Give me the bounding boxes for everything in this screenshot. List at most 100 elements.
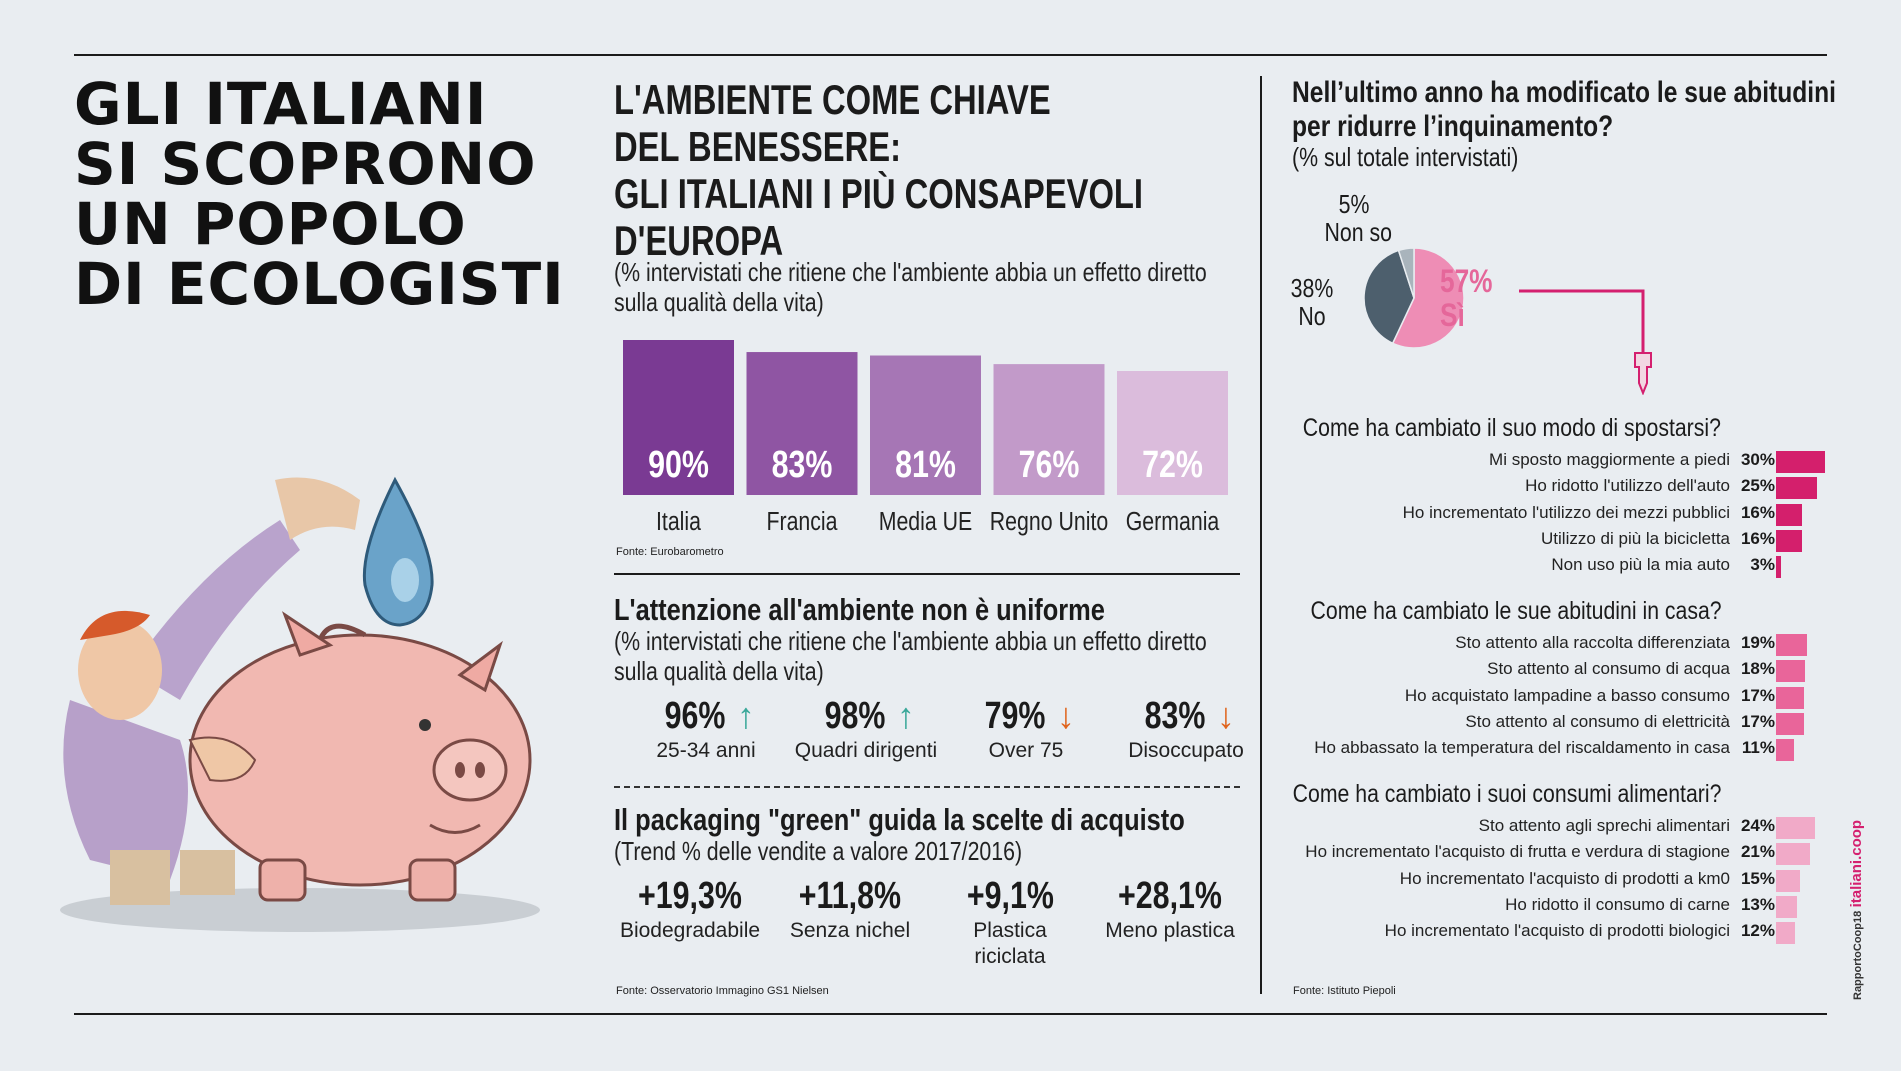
- packaging-biodegradabile: +19,3% Biodegradabile: [610, 875, 770, 944]
- arrow-up-icon: ↑: [737, 695, 756, 736]
- stat-label: Plastica riciclata: [973, 919, 1047, 968]
- bar-value-label: 83%: [772, 444, 833, 486]
- q3-title: Come ha cambiato i suoi consumi alimenta…: [1292, 780, 1721, 808]
- bar-category-label: Germania: [1126, 507, 1220, 537]
- right-question: Nell’ultimo anno ha modificato le sue ab…: [1292, 76, 1836, 143]
- bar-media-ue: [870, 355, 981, 495]
- pie-label-no: 38% No: [1290, 273, 1334, 331]
- arrow-up-icon: ↑: [897, 695, 916, 736]
- stat-25-34: 96% ↑ 25-34 anni: [626, 695, 786, 764]
- answer-row: Non uso più la mia auto 3%: [1200, 555, 1840, 579]
- answer-percent: 30%: [1740, 450, 1775, 469]
- answer-row: Ho incrementato l'acquisto di frutta e v…: [1200, 842, 1840, 866]
- answer-bar: [1776, 817, 1815, 839]
- pie-label-nonso: 5% Non so: [1324, 189, 1393, 247]
- answer-label: Ho ridotto l'utilizzo dell'auto: [1525, 476, 1730, 496]
- stat-label: 25-34 anni: [656, 739, 756, 762]
- answer-bar: [1776, 634, 1807, 656]
- arrow-down-icon: ↓: [1057, 695, 1076, 736]
- answer-label: Mi sposto maggiormente a piedi: [1489, 450, 1730, 469]
- answer-label: Ho incrementato l'acquisto di frutta e v…: [1305, 842, 1730, 862]
- stat-value: 96%: [664, 695, 726, 737]
- bar-regno-unito: [993, 364, 1105, 495]
- section3-title: Il packaging "green" guida la scelte di …: [614, 802, 1185, 837]
- answer-label: Sto attento agli sprechi alimentari: [1478, 816, 1730, 835]
- answer-label: Ho ridotto il consumo di carne: [1505, 894, 1730, 914]
- answer-bar: [1776, 686, 1804, 709]
- answer-row: Ho ridotto l'utilizzo dell'auto 25%: [1200, 476, 1840, 500]
- packaging-plastica-riciclata: +9,1% Plastica riciclata: [930, 875, 1090, 970]
- bar-category-label: Francia: [766, 507, 838, 537]
- answer-percent: 15%: [1740, 868, 1775, 888]
- answer-label: Sto attento al consumo di elettricità: [1465, 711, 1730, 731]
- answer-percent: 16%: [1740, 502, 1775, 522]
- answer-bar: [1776, 922, 1796, 945]
- pie-label-si: 57% Sì: [1440, 263, 1493, 333]
- answer-row: Ho incrementato l'acquisto di prodotti b…: [1200, 921, 1840, 945]
- answer-bar: [1776, 712, 1804, 735]
- top-rule: [74, 54, 1827, 56]
- answer-bar: [1776, 556, 1781, 579]
- answer-row: Ho abbassato la temperatura del riscalda…: [1200, 738, 1840, 762]
- answer-row: Sto attento al consumo di elettricità 17%: [1200, 712, 1840, 736]
- pie-slice-nonso: [1397, 248, 1415, 299]
- bar-category-label: Italia: [656, 507, 702, 537]
- answer-bar: [1776, 503, 1802, 526]
- stat-value: +9,1%: [966, 875, 1054, 917]
- answer-row: Sto attento alla raccolta differenziata 1…: [1200, 633, 1840, 657]
- bar-value-label: 72%: [1142, 444, 1203, 486]
- stat-over75: 79% ↓ Over 75: [946, 695, 1106, 764]
- pie-slice-si: [1391, 248, 1465, 349]
- answer-percent: 13%: [1740, 894, 1775, 914]
- side-credit: RapportoCoop18 italiani.coop: [1848, 819, 1865, 1000]
- main-title: GLI ITALIANI SI SCOPRONO UN POPOLO DI EC…: [74, 70, 565, 318]
- section-divider: [614, 573, 1240, 575]
- answer-row: Ho incrementato l'utilizzo dei mezzi pub…: [1200, 503, 1840, 527]
- right-source: Fonte: Istituto Piepoli: [1293, 985, 1396, 997]
- answer-percent: 17%: [1740, 711, 1775, 731]
- answer-row: Ho ridotto il consumo di carne 13%: [1200, 895, 1840, 919]
- answer-row: Ho acquistato lampadine a basso consumo 1…: [1200, 686, 1840, 710]
- section2-title: L'attenzione all'ambiente non è uniforme: [614, 592, 1105, 627]
- answer-percent: 16%: [1740, 528, 1775, 548]
- stat-quadri: 98% ↑ Quadri dirigenti: [786, 695, 946, 764]
- section1-title: L'AMBIENTE COME CHIAVE DEL BENESSERE: GL…: [614, 76, 1144, 264]
- stat-label: Quadri dirigenti: [794, 739, 938, 762]
- bottom-rule: [74, 1013, 1827, 1015]
- stat-label: Biodegradabile: [619, 919, 761, 942]
- packaging-meno-plastica: +28,1% Meno plastica: [1090, 875, 1250, 944]
- stat-value: 98%: [824, 695, 886, 737]
- section3-subtitle: (Trend % delle vendite a valore 2017/201…: [614, 836, 1023, 866]
- q2-title: Come ha cambiato le sue abitudini in cas…: [1310, 597, 1722, 625]
- pointer-connector: [1519, 289, 1652, 395]
- answer-percent: 21%: [1740, 842, 1775, 862]
- answer-label: Sto attento al consumo di acqua: [1487, 659, 1730, 679]
- pie-chart: [1364, 248, 1465, 349]
- answer-bar: [1776, 739, 1794, 762]
- packaging-senza-nichel: +11,8% Senza nichel: [770, 875, 930, 944]
- bar-category-label: Media UE: [879, 507, 973, 537]
- answer-percent: 12%: [1740, 921, 1775, 941]
- stat-value: 79%: [984, 695, 1046, 737]
- answer-percent: 11%: [1741, 738, 1775, 758]
- bar-value-label: 90%: [648, 444, 709, 486]
- stat-label: Over 75: [988, 739, 1064, 762]
- answer-label: Sto attento alla raccolta differenziata: [1455, 633, 1730, 652]
- bar-germania: [1117, 371, 1228, 495]
- stat-value: +19,3%: [638, 875, 742, 917]
- answer-bar: [1776, 660, 1806, 683]
- stat-label: Senza nichel: [789, 919, 911, 942]
- answer-bar: [1776, 869, 1801, 892]
- answer-label: Ho acquistato lampadine a basso consumo: [1404, 685, 1730, 705]
- stat-label: Meno plastica: [1105, 919, 1235, 942]
- answer-percent: 18%: [1740, 659, 1775, 679]
- arrow-down-icon: ↓: [1217, 695, 1236, 736]
- answer-percent: 25%: [1740, 476, 1775, 496]
- answer-bar: [1776, 477, 1817, 500]
- section2-subtitle: (% intervistati che ritiene che l'ambien…: [614, 626, 1207, 686]
- stat-value: +11,8%: [798, 875, 902, 917]
- answer-label: Ho incrementato l'acquisto di prodotti b…: [1384, 921, 1730, 941]
- bar-value-label: 81%: [895, 444, 956, 486]
- answer-label: Utilizzo di più la bicicletta: [1541, 528, 1730, 548]
